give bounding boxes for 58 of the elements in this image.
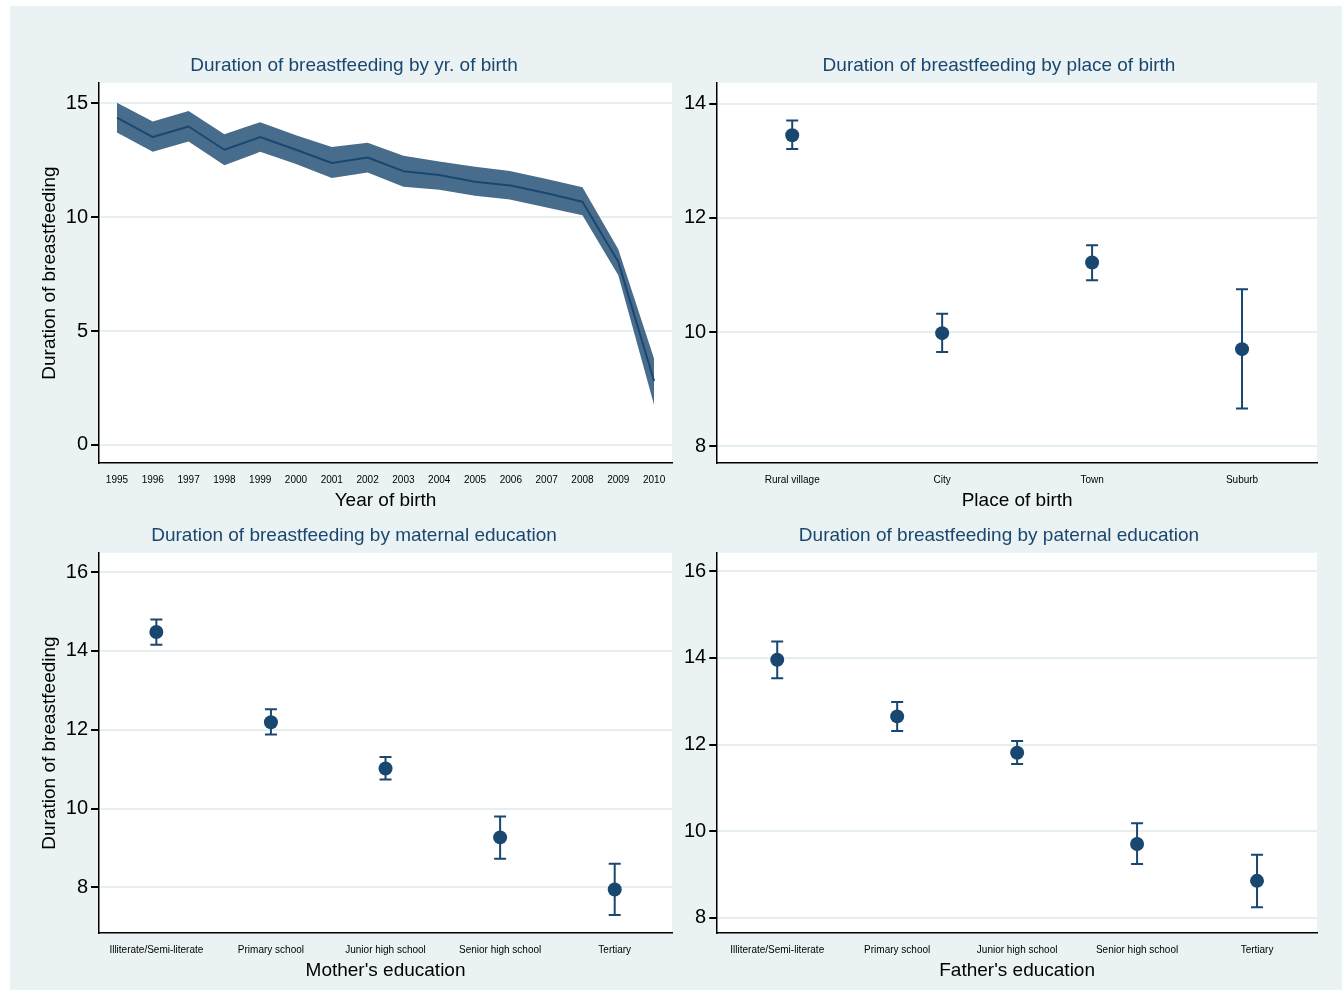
y-tick-label: 8 [695, 433, 707, 456]
x-tick-label: 2009 [607, 473, 630, 485]
x-tick-label: Primary school [864, 943, 931, 955]
y-tick-label: 5 [76, 318, 89, 341]
y-tick-label: 14 [684, 645, 707, 668]
x-axis-title: Place of birth [961, 488, 1073, 510]
x-tick-label: 1997 [177, 473, 201, 485]
x-tick-label: Illiterate/Semi-literate [730, 943, 825, 955]
x-tick-label: 2006 [499, 473, 523, 485]
y-tick-label: 14 [684, 91, 707, 114]
x-tick-label: 2001 [320, 473, 344, 485]
y-axis-title: Duration of breastfeeding [37, 636, 59, 850]
x-tick-label: 2008 [571, 473, 595, 485]
y-tick-label: 8 [76, 874, 89, 897]
x-tick-label: City [933, 473, 951, 485]
y-axis-title: Duration of breastfeeding [37, 166, 59, 380]
x-tick-label: 2002 [356, 473, 380, 485]
y-tick-label: 15 [65, 90, 89, 113]
y-tick-label: 12 [684, 732, 707, 755]
y-tick-label: 12 [684, 205, 707, 228]
x-tick-label: 2007 [535, 473, 559, 485]
chart-title: Duration of breastfeeding by paternal education [798, 523, 1200, 545]
x-tick-label: 2004 [428, 473, 451, 485]
y-tick-label: 16 [684, 558, 707, 581]
x-tick-label: Junior high school [976, 943, 1058, 955]
x-tick-label: Tertiary [1240, 943, 1274, 955]
y-tick-label: 10 [65, 204, 89, 227]
x-tick-label: Senior high school [458, 943, 542, 955]
y-tick-label: 12 [65, 717, 89, 740]
x-tick-label: Tertiary [598, 943, 632, 955]
x-tick-label: 2000 [284, 473, 308, 485]
x-tick-label: Rural village [764, 473, 821, 485]
x-tick-label: Suburb [1225, 473, 1259, 485]
chart-title: Duration of breastfeeding by yr. of birth [190, 53, 518, 75]
y-tick-label: 16 [65, 559, 89, 582]
x-tick-label: Town [1080, 473, 1104, 485]
x-tick-label: 1998 [213, 473, 236, 485]
x-axis-title: Year of birth [334, 488, 437, 510]
x-tick-label: Senior high school [1095, 943, 1179, 955]
x-tick-label: 2005 [463, 473, 487, 485]
x-axis-title: Father's education [939, 958, 1095, 980]
x-axis-title: Mother's education [305, 958, 466, 980]
x-tick-label: Illiterate/Semi-literate [109, 943, 204, 955]
y-tick-label: 10 [684, 818, 707, 841]
chart-title: Duration of breastfeeding by place of birth [822, 53, 1176, 75]
x-tick-label: 2003 [392, 473, 415, 485]
x-tick-label: 1995 [105, 473, 129, 485]
chart-title: Duration of breastfeeding by maternal education [151, 523, 557, 545]
y-tick-label: 8 [695, 905, 707, 928]
x-tick-label: Junior high school [345, 943, 426, 955]
x-tick-label: Primary school [237, 943, 304, 955]
y-tick-label: 10 [65, 796, 89, 819]
x-tick-label: 1999 [249, 473, 272, 485]
y-tick-label: 14 [65, 638, 89, 661]
y-tick-label: 10 [684, 319, 707, 342]
y-tick-label: 0 [76, 432, 89, 455]
x-tick-label: 1996 [141, 473, 165, 485]
x-tick-label: 2010 [642, 473, 666, 485]
